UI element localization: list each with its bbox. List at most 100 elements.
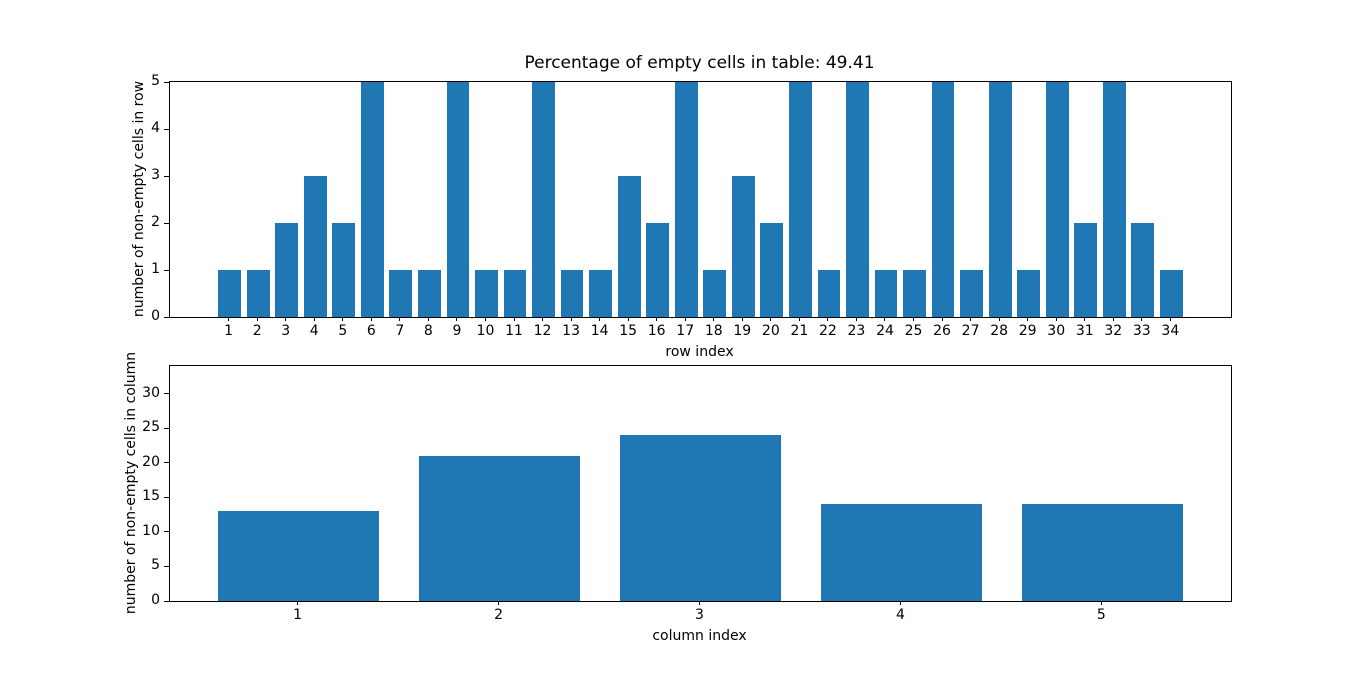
y-tick-mark <box>164 393 169 395</box>
y-tick-label: 3 <box>151 167 160 183</box>
bar <box>1074 223 1098 317</box>
x-tick-label: 10 <box>476 323 495 339</box>
x-tick-mark <box>370 317 372 321</box>
x-tick-mark <box>599 317 601 321</box>
x-tick-mark <box>285 317 287 321</box>
bar <box>960 270 983 317</box>
bar <box>760 223 784 317</box>
x-tick-label: 26 <box>933 323 951 339</box>
bar <box>1022 504 1183 601</box>
column-bar-chart: number of non-empty cells in column colu… <box>123 351 1232 644</box>
x-tick-label: 5 <box>1096 607 1106 623</box>
x-tick-mark <box>256 317 258 321</box>
x-tick-label: 9 <box>452 323 462 339</box>
x-tick-label: 25 <box>904 323 923 339</box>
x-tick-mark <box>627 317 629 321</box>
bar <box>246 270 270 317</box>
y-tick-label: 0 <box>151 308 160 324</box>
x-tick-mark <box>427 317 429 321</box>
x-tick-mark <box>1169 317 1171 321</box>
x-tick-label: 11 <box>505 323 523 339</box>
bar <box>817 270 841 317</box>
row-bar-chart: Percentage of empty cells in table: 49.4… <box>131 55 1232 360</box>
x-tick-mark <box>1027 317 1029 321</box>
y-tick-mark <box>164 316 169 318</box>
x-tick-mark <box>1112 317 1114 321</box>
x-tick-mark <box>342 317 344 321</box>
y-tick-label: 10 <box>142 522 160 539</box>
x-tick-label: 20 <box>761 323 780 339</box>
bar <box>703 270 727 317</box>
x-tick-mark <box>656 317 658 321</box>
y-tick-label: 30 <box>142 384 160 401</box>
x-tick-mark <box>770 317 772 321</box>
bar <box>874 270 898 317</box>
x-tick-label: 16 <box>647 323 666 339</box>
x-tick-mark <box>998 317 1000 321</box>
bar <box>988 82 1012 317</box>
x-tick-label: 18 <box>704 323 723 339</box>
bar <box>646 223 670 317</box>
y-tick-mark <box>164 531 169 533</box>
x-tick-mark <box>699 601 700 605</box>
chart-title: Percentage of empty cells in table: 49.4… <box>524 53 875 73</box>
x-tick-mark <box>570 317 572 321</box>
x-tick-mark <box>313 317 315 321</box>
bar <box>1102 82 1126 317</box>
x-tick-mark <box>542 317 544 321</box>
bar <box>560 270 584 317</box>
x-tick-label: 6 <box>366 323 376 339</box>
x-tick-label: 27 <box>961 323 980 339</box>
y-tick-label: 25 <box>142 419 160 436</box>
x-tick-label: 19 <box>733 323 752 339</box>
x-tick-label: 28 <box>990 323 1009 339</box>
x-axis-label-rows: row index <box>665 344 734 360</box>
plot-area-columns <box>169 365 1232 602</box>
y-tick-mark <box>164 600 169 602</box>
x-tick-mark <box>941 317 943 321</box>
y-tick-mark <box>164 462 169 464</box>
bar <box>617 176 641 317</box>
x-tick-label: 2 <box>494 607 504 623</box>
x-tick-label: 4 <box>309 323 319 339</box>
x-tick-mark <box>827 317 829 321</box>
bar <box>846 82 869 317</box>
bar <box>503 270 527 317</box>
x-tick-mark <box>228 317 230 321</box>
y-tick-mark <box>164 128 169 130</box>
bar <box>275 223 299 317</box>
bar <box>674 82 698 317</box>
x-tick-label: 34 <box>1161 323 1180 339</box>
x-tick-mark <box>513 317 515 321</box>
x-tick-mark <box>1084 317 1086 321</box>
x-tick-label: 24 <box>876 323 894 339</box>
bar <box>332 223 356 317</box>
x-tick-label: 3 <box>695 607 704 623</box>
x-axis-label-columns: column index <box>652 628 747 644</box>
bar <box>1131 223 1155 317</box>
y-tick-mark <box>164 269 169 271</box>
x-tick-label: 32 <box>1104 323 1123 339</box>
y-tick-label: 15 <box>142 488 160 505</box>
x-tick-label: 5 <box>338 323 348 339</box>
x-tick-mark <box>684 317 686 321</box>
y-tick-label: 4 <box>151 120 160 136</box>
x-tick-mark <box>1100 601 1102 605</box>
bar <box>821 504 982 601</box>
bar <box>731 176 755 317</box>
y-tick-mark <box>164 496 169 498</box>
x-tick-mark <box>399 317 401 321</box>
bar <box>788 82 812 317</box>
y-tick-mark <box>164 427 169 429</box>
x-tick-mark <box>713 317 715 321</box>
y-axis-label-rows: number of non-empty cells in row <box>131 80 147 317</box>
bar <box>620 435 781 601</box>
y-tick-mark <box>164 81 169 83</box>
bar <box>419 455 580 601</box>
x-tick-mark <box>798 317 800 321</box>
x-tick-label: 2 <box>252 323 262 339</box>
x-tick-label: 15 <box>619 323 638 339</box>
x-tick-label: 1 <box>293 607 303 623</box>
x-tick-mark <box>899 601 901 605</box>
